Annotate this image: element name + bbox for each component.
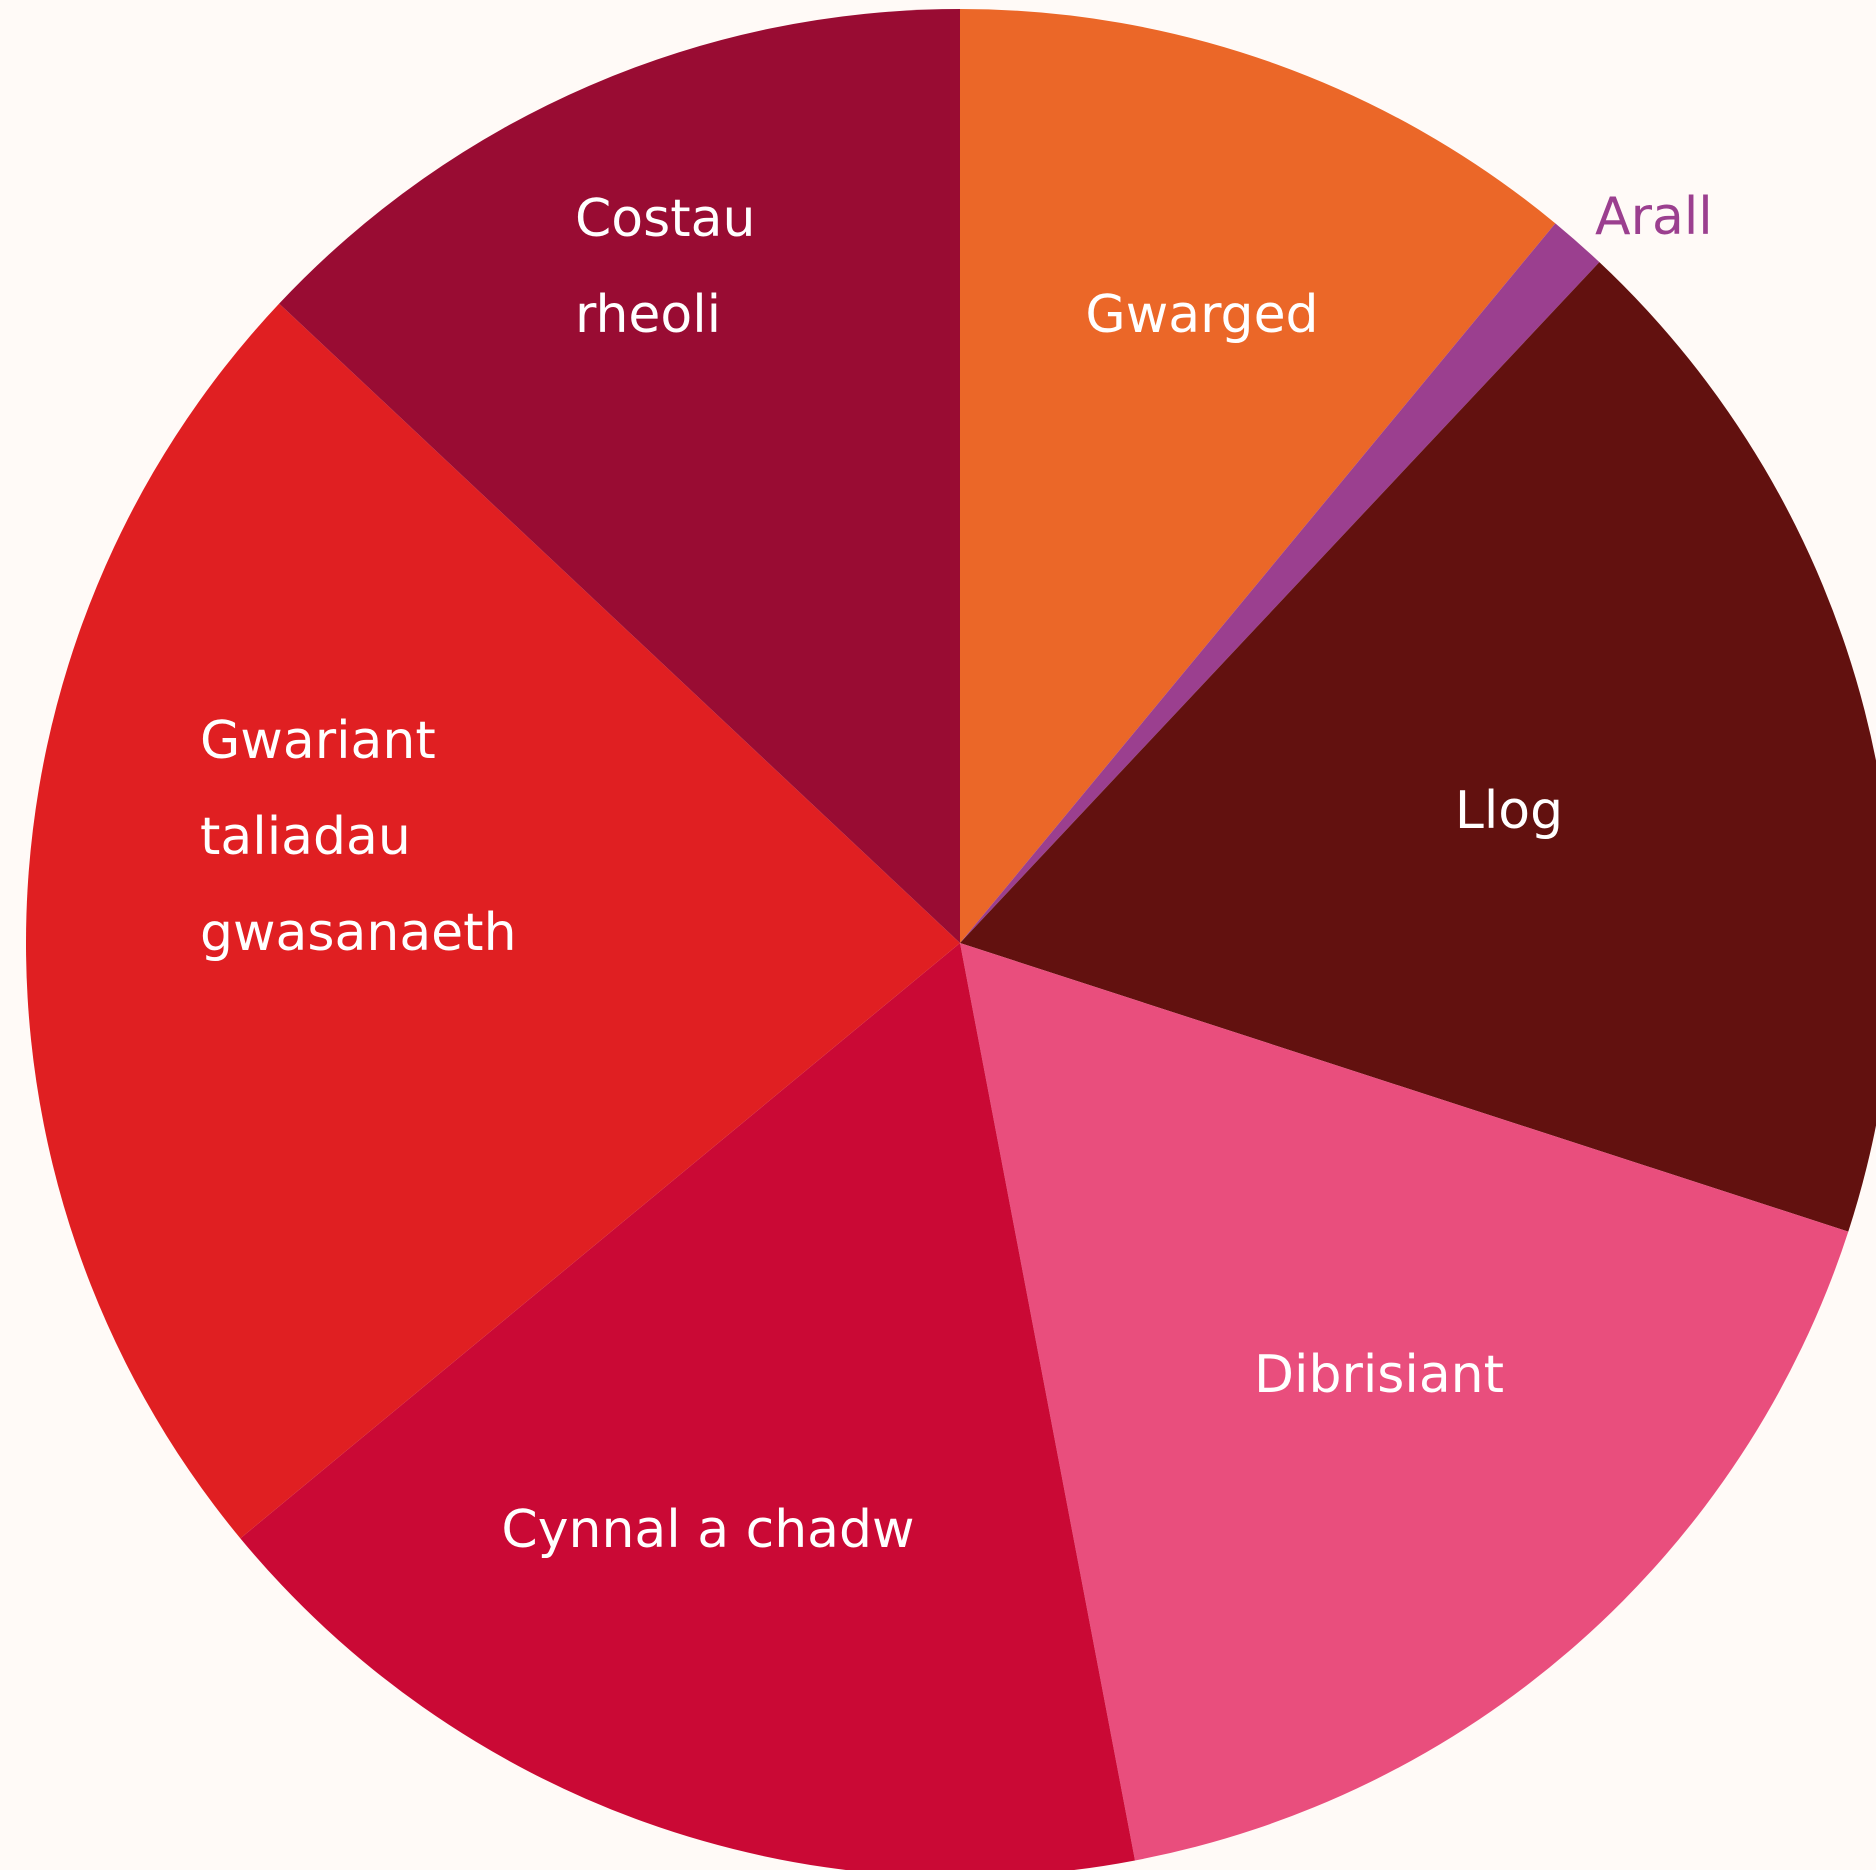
slice-label: Costau rheoli: [575, 189, 755, 345]
slice-label: Arall: [1595, 187, 1713, 247]
pie-slice: [279, 9, 960, 943]
pie-slice: [240, 943, 1136, 1870]
pie-slice: [960, 262, 1876, 1232]
pie-slice: [960, 9, 1556, 943]
slice-label: Cynnal a chadw: [501, 1500, 914, 1560]
slice-label: Dibrisiant: [1254, 1345, 1504, 1405]
pie-slice: [25, 303, 960, 1539]
slice-label: Llog: [1455, 781, 1563, 841]
slice-label: Gwariant taliadau gwasanaeth: [200, 711, 517, 963]
pie-slice: [960, 223, 1600, 943]
slice-label: Gwarged: [1085, 285, 1318, 345]
pie-slice: [960, 943, 1849, 1861]
